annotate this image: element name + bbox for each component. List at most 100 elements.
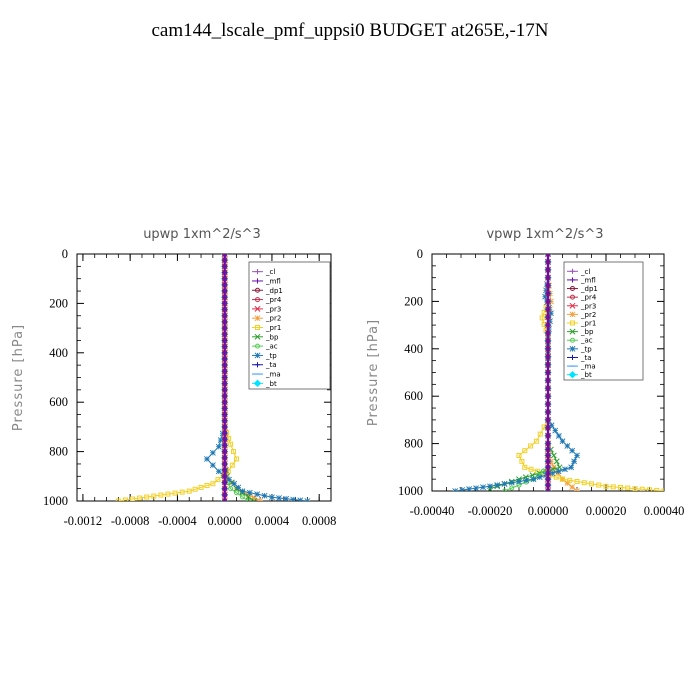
data-point — [233, 456, 239, 462]
legend-label: _pr2 — [265, 315, 281, 323]
legend-label: _pr3 — [580, 302, 596, 310]
legend-label: _bp — [580, 328, 594, 336]
data-point — [222, 411, 228, 418]
y-tick-label: 400 — [404, 342, 423, 356]
data-point — [501, 480, 508, 487]
legend-marker — [254, 305, 261, 312]
data-point — [222, 473, 228, 479]
data-point — [222, 467, 228, 473]
data-point — [545, 298, 551, 304]
legend-entry: _pr4 — [567, 294, 597, 302]
data-point — [545, 314, 551, 320]
legend-label: _bt — [265, 380, 277, 388]
data-point — [222, 381, 228, 387]
data-point — [537, 431, 543, 437]
data-point — [276, 495, 282, 501]
legend-label: _pr4 — [265, 296, 282, 304]
legend-label: _ac — [265, 343, 278, 351]
data-point — [528, 443, 534, 449]
data-point — [231, 480, 238, 487]
data-point — [209, 462, 216, 469]
data-point — [158, 492, 164, 498]
legend-label: _bp — [265, 333, 279, 341]
y-tick-label: 400 — [49, 346, 68, 360]
legend-entry: _tp — [567, 345, 592, 353]
data-point — [222, 288, 228, 294]
y-tick-label: 1000 — [398, 484, 423, 498]
data-point — [559, 438, 566, 445]
data-point — [137, 495, 143, 501]
legend-marker — [570, 337, 575, 343]
legend-marker — [570, 294, 575, 300]
data-point — [571, 458, 578, 465]
data-point — [545, 259, 551, 265]
series-tp — [452, 254, 580, 491]
legend-entry: _ac — [252, 343, 278, 351]
data-point — [222, 276, 228, 282]
data-point — [545, 425, 551, 431]
legend-label: _pr2 — [580, 311, 596, 319]
legend-label: _tp — [265, 352, 277, 360]
data-point — [251, 494, 258, 501]
legend-marker — [255, 287, 260, 293]
data-point — [530, 476, 537, 483]
data-point — [222, 486, 228, 492]
y-tick-label: 800 — [49, 445, 68, 459]
y-tick-label: 1000 — [43, 494, 68, 508]
data-point — [596, 482, 602, 488]
data-point — [516, 452, 522, 458]
legend-entry: _pr3 — [567, 302, 596, 310]
data-point — [233, 490, 239, 496]
series-group — [115, 254, 311, 501]
data-point — [545, 441, 551, 447]
legend-entry: _pr4 — [252, 296, 282, 304]
data-point — [222, 455, 228, 461]
data-point — [251, 498, 258, 501]
data-point — [228, 441, 234, 447]
legend-entry: _cl — [567, 268, 590, 276]
data-point — [222, 374, 228, 381]
data-point — [632, 486, 638, 491]
data-point — [222, 362, 228, 368]
legend-box — [563, 261, 644, 381]
data-point — [536, 474, 543, 481]
data-point — [459, 487, 466, 491]
data-point — [545, 377, 551, 383]
data-point — [545, 322, 551, 328]
legend-marker — [569, 328, 576, 335]
legend-entry: _bp — [252, 333, 279, 341]
data-point — [245, 491, 252, 498]
data-point — [239, 494, 245, 500]
data-point — [545, 433, 551, 439]
x-tick-label: -0.0012 — [64, 514, 103, 528]
data-point — [115, 498, 121, 501]
legend-marker — [569, 302, 576, 309]
data-point — [246, 489, 253, 496]
legend-box — [248, 261, 331, 390]
data-point — [545, 275, 551, 281]
legend-entry: _pr2 — [252, 315, 281, 323]
data-point — [545, 385, 551, 391]
legend-marker — [570, 320, 575, 326]
data-point — [257, 498, 264, 501]
data-point — [210, 481, 216, 487]
data-point — [555, 468, 562, 475]
data-point — [209, 449, 216, 456]
data-point — [647, 487, 652, 491]
data-point — [122, 497, 128, 501]
data-point — [550, 452, 557, 459]
series-line — [118, 254, 238, 501]
legend-entry: _dp1 — [252, 287, 283, 295]
data-point — [545, 401, 551, 407]
legend-marker — [254, 333, 261, 340]
y-tick-label: 600 — [404, 389, 423, 403]
legend-entry: _ma — [252, 371, 281, 379]
legend-marker — [255, 325, 260, 330]
data-point — [545, 267, 551, 273]
data-point — [545, 452, 551, 459]
data-point — [545, 409, 551, 415]
data-point — [283, 495, 290, 501]
y-tick-label: 800 — [404, 437, 423, 451]
x-tick-label: -0.00020 — [468, 504, 513, 518]
